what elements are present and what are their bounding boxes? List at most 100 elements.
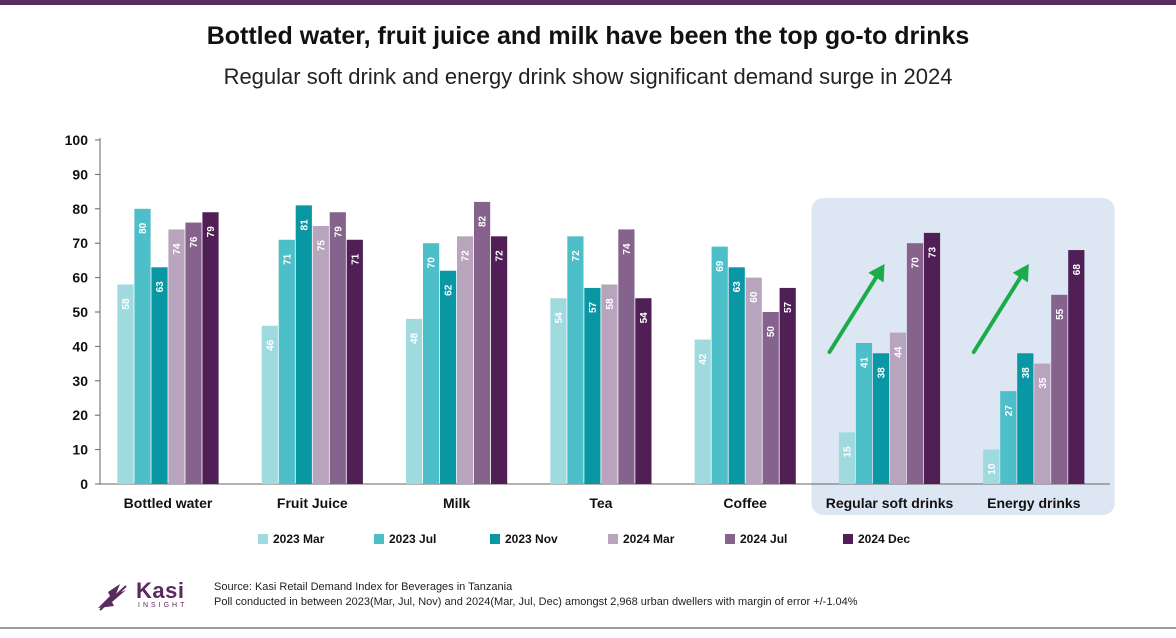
category-label: Bottled water bbox=[124, 495, 213, 511]
bottom-rule bbox=[0, 627, 1176, 629]
bar bbox=[312, 226, 329, 484]
category-label: Regular soft drinks bbox=[826, 495, 954, 511]
category-label: Fruit Juice bbox=[277, 495, 348, 511]
bar bbox=[584, 287, 601, 484]
bar bbox=[762, 312, 779, 484]
bar bbox=[295, 205, 312, 485]
data-label: 79 bbox=[333, 226, 344, 238]
data-label: 38 bbox=[1021, 367, 1032, 379]
legend-swatch bbox=[258, 534, 268, 544]
trend-arrow bbox=[827, 270, 882, 354]
source-line-2: Poll conducted in between 2023(Mar, Jul,… bbox=[214, 596, 858, 608]
data-label: 69 bbox=[715, 260, 726, 272]
legend-swatch bbox=[725, 534, 735, 544]
data-label: 68 bbox=[1072, 264, 1083, 276]
trend-arrow bbox=[971, 270, 1026, 354]
bar bbox=[185, 222, 202, 484]
bar bbox=[872, 353, 890, 484]
bar bbox=[889, 332, 907, 484]
data-label: 63 bbox=[155, 281, 166, 293]
data-label: 57 bbox=[783, 301, 794, 313]
logo-name: Kasi bbox=[136, 578, 185, 603]
bar bbox=[346, 239, 363, 484]
bar bbox=[855, 342, 873, 484]
bar bbox=[202, 212, 219, 485]
bar bbox=[491, 236, 508, 484]
y-tick-label: 70 bbox=[72, 235, 88, 251]
data-label: 74 bbox=[622, 243, 633, 255]
bar bbox=[440, 270, 457, 484]
bar bbox=[906, 243, 924, 484]
data-label: 72 bbox=[461, 250, 472, 262]
bar bbox=[261, 325, 278, 484]
data-label: 82 bbox=[478, 215, 489, 227]
y-tick-label: 90 bbox=[72, 166, 88, 182]
bar bbox=[134, 208, 151, 485]
legend-swatch bbox=[843, 534, 853, 544]
data-label: 58 bbox=[121, 298, 132, 310]
bar bbox=[151, 267, 168, 484]
legend-label: 2024 Dec bbox=[858, 532, 910, 546]
legend-label: 2023 Mar bbox=[273, 532, 325, 546]
trend-arrow-head bbox=[868, 264, 885, 283]
y-tick-label: 30 bbox=[72, 373, 88, 389]
data-label: 73 bbox=[928, 246, 939, 258]
data-label: 76 bbox=[189, 236, 200, 248]
data-label: 80 bbox=[138, 222, 149, 234]
legend-label: 2024 Mar bbox=[623, 532, 675, 546]
bar bbox=[838, 432, 856, 484]
legend-swatch bbox=[608, 534, 618, 544]
data-label: 74 bbox=[172, 243, 183, 255]
trend-arrow-head bbox=[1012, 264, 1029, 283]
data-label: 81 bbox=[299, 219, 310, 231]
bar bbox=[618, 229, 635, 484]
y-tick-label: 20 bbox=[72, 407, 88, 423]
data-label: 48 bbox=[410, 332, 421, 344]
data-label: 10 bbox=[987, 463, 998, 475]
y-tick-label: 50 bbox=[72, 304, 88, 320]
bar bbox=[983, 449, 1000, 484]
data-label: 70 bbox=[427, 257, 438, 269]
bar bbox=[1068, 250, 1085, 484]
legend-swatch bbox=[374, 534, 384, 544]
bar bbox=[1034, 363, 1051, 484]
data-label: 41 bbox=[860, 357, 871, 369]
data-label: 75 bbox=[316, 240, 327, 252]
bar bbox=[1000, 391, 1017, 484]
bar bbox=[635, 298, 652, 484]
bar bbox=[550, 298, 567, 484]
bar bbox=[329, 212, 346, 485]
legend-swatch bbox=[490, 534, 500, 544]
data-label: 46 bbox=[265, 339, 276, 351]
chart-subtitle: Regular soft drink and energy drink show… bbox=[223, 64, 953, 89]
data-label: 55 bbox=[1055, 308, 1066, 320]
data-label: 58 bbox=[605, 298, 616, 310]
bar bbox=[117, 284, 134, 484]
y-tick-label: 10 bbox=[72, 442, 88, 458]
bar bbox=[601, 284, 618, 484]
chart-title: Bottled water, fruit juice and milk have… bbox=[206, 22, 970, 50]
bar bbox=[567, 236, 584, 484]
y-tick-label: 40 bbox=[72, 338, 88, 354]
bar bbox=[474, 201, 491, 485]
data-label: 63 bbox=[732, 281, 743, 293]
data-label: 54 bbox=[639, 312, 650, 324]
y-tick-label: 100 bbox=[65, 132, 89, 148]
bar bbox=[694, 339, 711, 484]
data-label: 60 bbox=[749, 291, 760, 303]
data-label: 38 bbox=[877, 367, 888, 379]
bar bbox=[406, 318, 423, 484]
data-label: 50 bbox=[766, 326, 777, 338]
y-tick-label: 60 bbox=[72, 270, 88, 286]
data-label: 35 bbox=[1038, 377, 1049, 389]
bar bbox=[923, 232, 941, 484]
data-label: 72 bbox=[571, 250, 582, 262]
kasi-logo-icon bbox=[98, 584, 127, 611]
data-label: 42 bbox=[698, 353, 709, 365]
data-label: 71 bbox=[350, 253, 361, 265]
y-tick-label: 80 bbox=[72, 201, 88, 217]
data-label: 72 bbox=[495, 250, 506, 262]
category-label: Energy drinks bbox=[987, 495, 1081, 511]
bar bbox=[457, 236, 474, 484]
